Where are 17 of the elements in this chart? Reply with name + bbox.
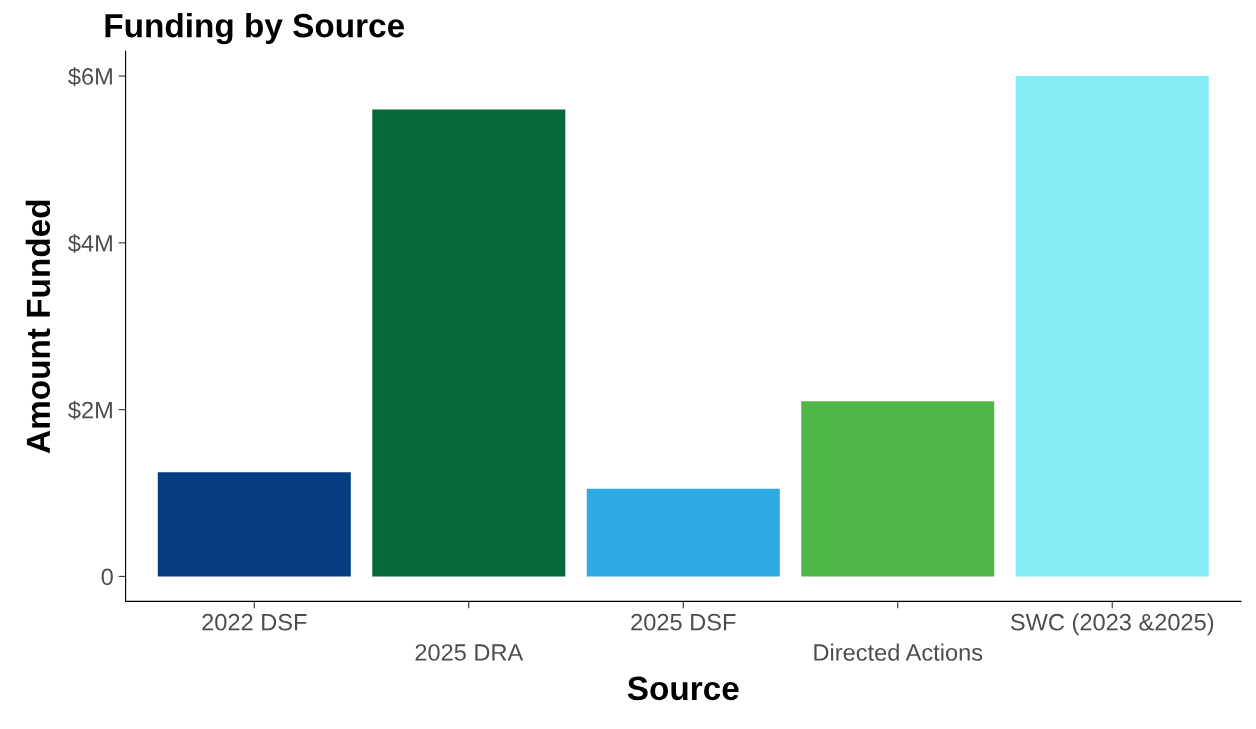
y-tick-label: $4M [68,233,112,254]
bar [1015,76,1209,577]
x-tick-label: 2025 DSF [631,613,736,631]
x-axis-title: Source [627,676,739,701]
x-tick-label: 2025 DRA [415,644,524,661]
bar [372,109,566,577]
y-tick-label: $6M [68,67,112,87]
x-tick-label: Directed Actions [814,643,983,661]
bar [801,401,995,577]
x-tick-label: SWC (2023 &2025) [1010,613,1214,636]
y-axis-title: Amount Funded [25,200,51,454]
y-tick-label: 0 [101,568,113,586]
y-tick-label: $2M [68,400,112,420]
x-tick-label: 2022 DSF [202,613,307,631]
chart-title: Funding by Source [105,12,405,45]
bar [586,488,780,577]
bar [157,472,351,577]
